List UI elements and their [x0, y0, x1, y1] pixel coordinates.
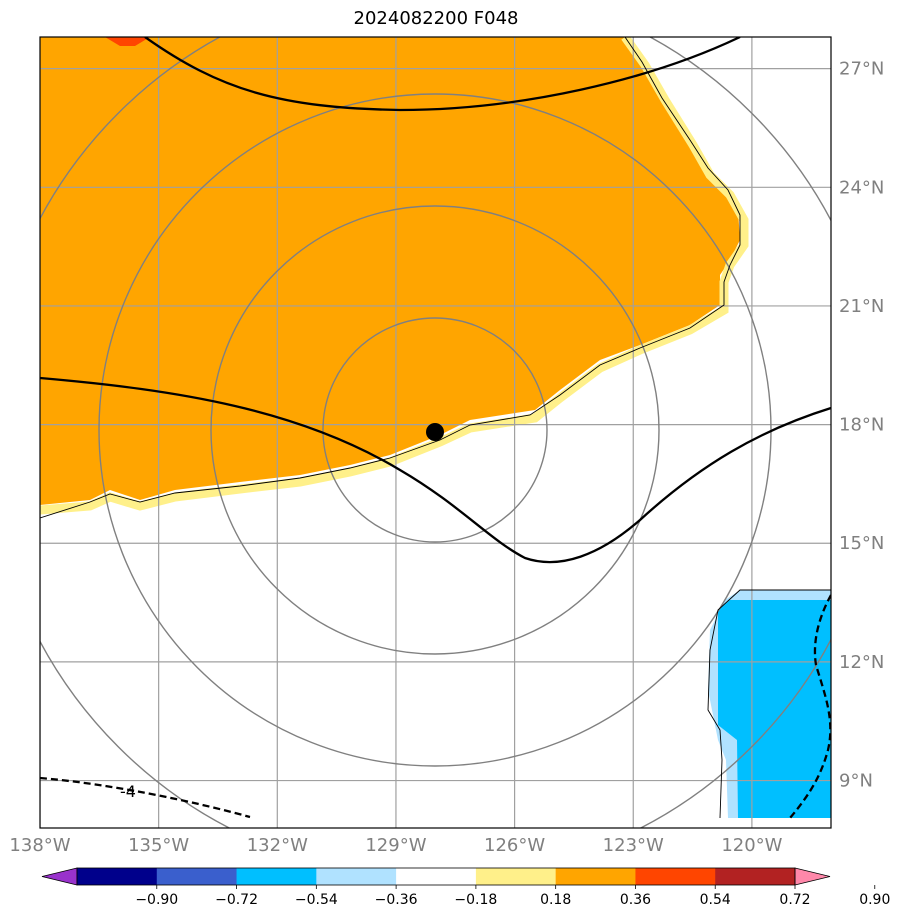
contour-label: -4	[120, 782, 136, 801]
weak-positive-fringe	[40, 37, 749, 515]
colorbar-label-2: −0.54	[295, 892, 338, 908]
colorbar-bin-0	[77, 868, 158, 885]
colorbar-bin-7	[635, 868, 716, 885]
longitude-labels: 138°W 135°W 132°W 129°W 126°W 123°W 120°W	[9, 835, 782, 856]
colorbar-bin-6	[555, 868, 636, 885]
colorbar-label-8: 0.72	[779, 892, 810, 908]
colorbar-bin-2	[236, 868, 317, 885]
colorbar-outline	[76, 867, 796, 886]
solid-contour-middle	[40, 376, 831, 564]
lat-label-2: 21°N	[839, 296, 884, 317]
negative-anomaly-shading	[718, 600, 831, 818]
lat-label-3: 18°N	[839, 415, 884, 436]
lon-label-5: 123°W	[603, 835, 664, 856]
plot-title: 2024082200 F048	[353, 8, 519, 29]
lon-label-4: 126°W	[484, 835, 545, 856]
solid-contour-top	[144, 37, 741, 112]
map-frame	[39, 36, 832, 829]
colorbar-label-3: −0.36	[375, 892, 418, 908]
colorbar-bin-4	[396, 868, 477, 885]
graticule	[40, 37, 831, 828]
colorbar-label-1: −0.72	[215, 892, 258, 908]
lon-label-1: 135°W	[128, 835, 189, 856]
storm-center-marker	[426, 423, 444, 441]
zero-contour-south	[707, 589, 831, 819]
colorbar-label-6: 0.36	[620, 892, 651, 908]
lon-label-3: 129°W	[365, 835, 426, 856]
dashed-contour-bottom-left	[40, 776, 251, 819]
range-ring-2	[210, 205, 660, 655]
colorbar-label-5: 0.18	[540, 892, 571, 908]
strong-positive-patch	[105, 37, 150, 46]
lon-label-2: 132°W	[247, 835, 308, 856]
range-ring-1	[322, 317, 548, 543]
colorbar-extend-high	[794, 867, 831, 886]
lon-label-6: 120°W	[721, 835, 782, 856]
dashed-contour-right	[789, 594, 831, 819]
latitude-labels: 27°N 24°N 21°N 18°N 15°N 12°N 9°N	[839, 59, 884, 792]
colorbar-label-9: 0.90	[859, 892, 890, 908]
map-panel: -4	[40, 37, 831, 828]
colorbar-bin-8	[715, 868, 796, 885]
colorbar: −0.90 −0.72 −0.54 −0.36 −0.18 0.18 0.36 0.54 0.7…	[41, 867, 890, 908]
positive-anomaly-shading	[40, 37, 740, 505]
lat-label-4: 15°N	[839, 533, 884, 554]
zero-contour-north	[40, 37, 741, 519]
lat-label-1: 24°N	[839, 177, 884, 198]
lat-label-5: 12°N	[839, 652, 884, 673]
colorbar-bin-1	[156, 868, 238, 885]
lat-label-0: 27°N	[839, 59, 884, 80]
colorbar-bin-3	[316, 868, 397, 885]
lat-label-6: 9°N	[839, 771, 873, 792]
colorbar-label-4: −0.18	[454, 892, 497, 908]
colorbar-extend-low	[41, 867, 78, 886]
colorbar-bin-5	[475, 868, 557, 885]
colorbar-label-7: 0.54	[700, 892, 731, 908]
lon-label-0: 138°W	[9, 835, 70, 856]
colorbar-label-0: −0.90	[135, 892, 178, 908]
